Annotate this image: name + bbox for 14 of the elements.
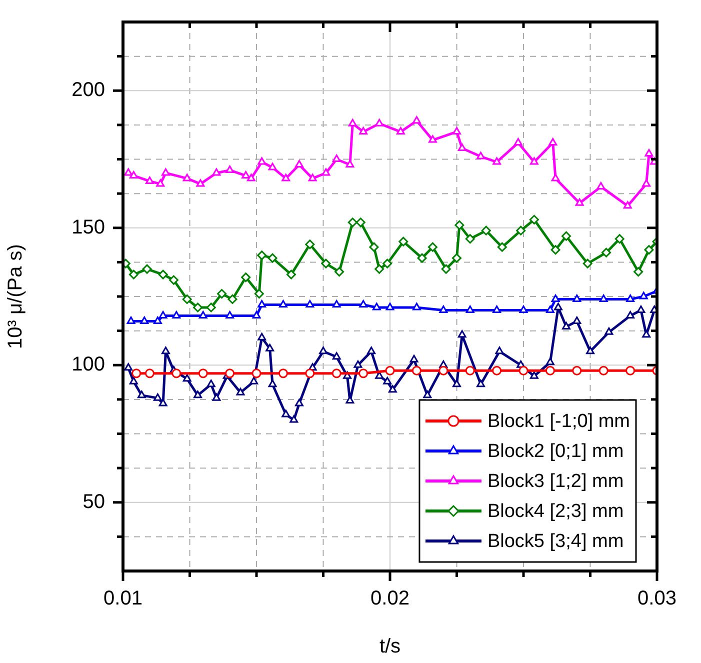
- legend-label: Block1 [-1;0] mm: [487, 411, 630, 432]
- y-tick-label: 150: [72, 216, 105, 238]
- x-tick-label: 0.01: [104, 588, 142, 610]
- legend-label: Block5 [3;4] mm: [487, 531, 624, 552]
- legend-label: Block2 [0;1] mm: [487, 441, 624, 462]
- y-tick-label: 100: [72, 354, 105, 376]
- x-axis-title: t/s: [379, 636, 401, 658]
- x-tick-label: 0.03: [638, 588, 676, 610]
- y-axis-title: 10³ μ/(Pa s): [4, 244, 27, 349]
- legend-label: Block3 [1;2] mm: [487, 471, 624, 492]
- legend-label: Block4 [2;3] mm: [487, 501, 624, 522]
- y-tick-label: 50: [82, 490, 105, 513]
- y-tick-label: 200: [72, 79, 105, 102]
- x-tick-label: 0.02: [370, 588, 410, 610]
